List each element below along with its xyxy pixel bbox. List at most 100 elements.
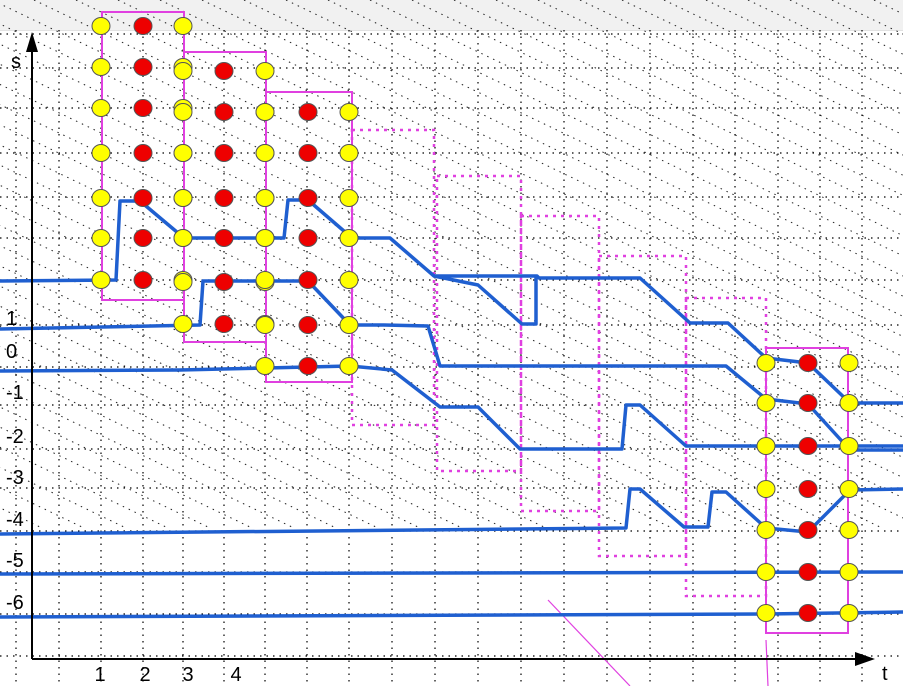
node-yellow bbox=[255, 103, 275, 121]
node-yellow bbox=[173, 273, 193, 291]
y-tick-label: 0 bbox=[6, 341, 17, 363]
node-yellow bbox=[839, 521, 859, 539]
diagonal-guide bbox=[0, 366, 337, 529]
node-yellow bbox=[173, 103, 193, 121]
node-yellow bbox=[91, 144, 111, 162]
node-yellow bbox=[839, 354, 859, 372]
node-red bbox=[298, 271, 318, 289]
node-yellow bbox=[255, 189, 275, 207]
group-boxes bbox=[101, 11, 849, 634]
node-red bbox=[798, 394, 818, 412]
y-tick-label: -6 bbox=[6, 592, 24, 614]
diagonal-guide bbox=[75, 0, 903, 398]
node-yellow bbox=[173, 62, 193, 80]
node-red bbox=[214, 189, 234, 207]
group-box-dashed bbox=[350, 128, 436, 427]
node-yellow bbox=[91, 229, 111, 247]
axes: s t bbox=[11, 32, 888, 685]
t-axis-label: t bbox=[882, 663, 888, 685]
x-tick-label: 4 bbox=[230, 664, 241, 686]
node-red bbox=[298, 357, 318, 375]
s-axis-arrow-icon bbox=[26, 32, 38, 52]
node-red bbox=[798, 480, 818, 498]
node-yellow bbox=[339, 103, 359, 121]
node-yellow bbox=[91, 99, 111, 117]
node-yellow bbox=[173, 144, 193, 162]
x-tick-label: 2 bbox=[139, 664, 150, 686]
node-red bbox=[214, 315, 234, 333]
node-red bbox=[298, 103, 318, 121]
node-red bbox=[133, 271, 153, 289]
nodes bbox=[91, 17, 859, 622]
node-yellow bbox=[339, 144, 359, 162]
node-red bbox=[298, 229, 318, 247]
node-yellow bbox=[339, 189, 359, 207]
node-red bbox=[214, 273, 234, 291]
node-yellow bbox=[756, 354, 776, 372]
y-tick-label: -5 bbox=[6, 550, 24, 572]
node-yellow bbox=[173, 229, 193, 247]
node-yellow bbox=[255, 229, 275, 247]
node-red bbox=[298, 316, 318, 334]
node-yellow bbox=[255, 271, 275, 289]
node-yellow bbox=[339, 271, 359, 289]
diagonal-guide bbox=[0, 305, 463, 529]
node-red bbox=[133, 189, 153, 207]
node-yellow bbox=[756, 480, 776, 498]
diagonal-guide bbox=[0, 144, 799, 529]
trajectory-line bbox=[0, 570, 903, 576]
diagonal-guide bbox=[0, 466, 127, 529]
group-box-dashed bbox=[597, 254, 688, 558]
s-axis-label: s bbox=[11, 51, 21, 73]
diagonal-guide bbox=[117, 0, 903, 378]
node-yellow bbox=[91, 17, 111, 35]
node-red bbox=[298, 144, 318, 162]
node-yellow bbox=[839, 394, 859, 412]
node-red bbox=[133, 144, 153, 162]
node-red bbox=[798, 521, 818, 539]
node-red bbox=[214, 62, 234, 80]
node-red bbox=[298, 189, 318, 207]
node-yellow bbox=[839, 437, 859, 455]
y-tick-label: -1 bbox=[6, 382, 24, 404]
node-red bbox=[133, 17, 153, 35]
node-red bbox=[798, 354, 818, 372]
node-red bbox=[798, 437, 818, 455]
node-yellow bbox=[173, 189, 193, 207]
node-yellow bbox=[173, 17, 193, 35]
node-yellow bbox=[756, 604, 776, 622]
node-red bbox=[214, 103, 234, 121]
node-yellow bbox=[839, 563, 859, 581]
y-tick-label: -4 bbox=[6, 509, 24, 531]
node-yellow bbox=[173, 315, 193, 333]
y-tick-label: -3 bbox=[6, 467, 24, 489]
t-axis-arrow-icon bbox=[855, 652, 875, 666]
node-yellow bbox=[839, 480, 859, 498]
node-yellow bbox=[339, 229, 359, 247]
node-yellow bbox=[91, 189, 111, 207]
node-yellow bbox=[339, 316, 359, 334]
trajectory-line bbox=[433, 274, 538, 326]
node-red bbox=[798, 604, 818, 622]
diagonal-guide bbox=[0, 487, 85, 529]
node-red bbox=[133, 229, 153, 247]
node-red bbox=[798, 563, 818, 581]
diagonal-guide bbox=[0, 104, 883, 529]
node-yellow bbox=[756, 521, 776, 539]
node-yellow bbox=[756, 437, 776, 455]
node-red bbox=[214, 144, 234, 162]
diagonal-guide bbox=[0, 406, 253, 529]
x-tick-label: 1 bbox=[94, 664, 105, 686]
node-yellow bbox=[839, 604, 859, 622]
node-yellow bbox=[756, 394, 776, 412]
node-yellow bbox=[91, 271, 111, 289]
node-red bbox=[214, 229, 234, 247]
node-yellow bbox=[339, 357, 359, 375]
node-yellow bbox=[255, 357, 275, 375]
node-yellow bbox=[91, 58, 111, 76]
node-yellow bbox=[255, 144, 275, 162]
magenta-tick-line bbox=[765, 639, 769, 686]
tick-labels: 1 2 3 4 1 0 -1 -2 -3 -4 -5 -6 bbox=[6, 308, 242, 686]
node-red bbox=[133, 99, 153, 117]
